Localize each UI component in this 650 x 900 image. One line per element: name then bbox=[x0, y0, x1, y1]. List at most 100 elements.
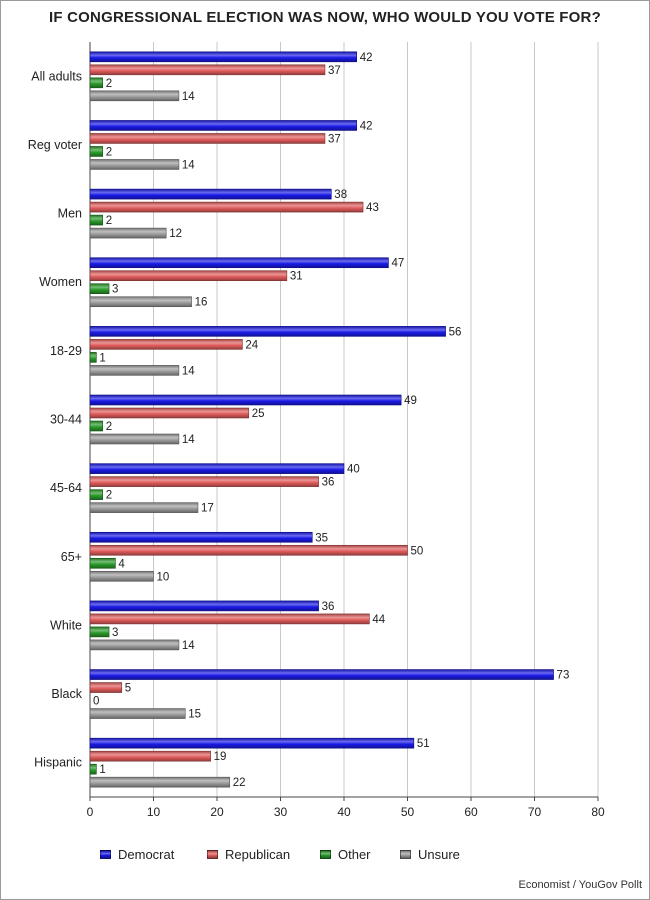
data-label: 43 bbox=[366, 202, 379, 214]
x-tick-label: 30 bbox=[274, 805, 288, 819]
category-label: Women bbox=[39, 275, 82, 289]
data-label: 22 bbox=[233, 777, 246, 789]
bar-republican bbox=[89, 270, 288, 282]
bar-republican bbox=[89, 544, 408, 556]
data-label: 35 bbox=[315, 532, 328, 544]
data-label: 36 bbox=[322, 601, 335, 613]
data-label: 49 bbox=[404, 395, 417, 407]
bar-democrat bbox=[89, 51, 358, 63]
legend-swatch bbox=[207, 850, 218, 859]
data-label: 19 bbox=[214, 751, 227, 763]
bar-democrat bbox=[89, 463, 345, 474]
data-label: 3 bbox=[112, 284, 118, 296]
bar-republican bbox=[89, 613, 370, 625]
x-tick-label: 70 bbox=[528, 805, 542, 819]
data-label: 10 bbox=[157, 571, 170, 583]
bar-democrat bbox=[89, 394, 402, 406]
bar-republican bbox=[89, 339, 243, 350]
legend-swatch bbox=[400, 850, 411, 859]
x-tick-label: 80 bbox=[591, 805, 605, 819]
x-tick-label: 40 bbox=[337, 805, 351, 819]
bar-republican bbox=[89, 407, 250, 419]
bar-other bbox=[89, 214, 103, 226]
bar-democrat bbox=[89, 188, 332, 200]
data-label: 12 bbox=[169, 228, 182, 240]
bar-other bbox=[89, 489, 103, 500]
legend-swatch bbox=[320, 850, 331, 859]
legend-label: Democrat bbox=[118, 847, 175, 862]
bar-democrat bbox=[89, 120, 358, 131]
data-label: 1 bbox=[99, 764, 105, 776]
bar-democrat bbox=[89, 257, 389, 269]
bar-unsure bbox=[89, 639, 180, 651]
legend-swatch bbox=[100, 850, 111, 859]
data-label: 50 bbox=[411, 545, 424, 557]
data-label: 42 bbox=[360, 120, 373, 132]
bar-other bbox=[89, 146, 103, 157]
data-label: 15 bbox=[188, 709, 201, 721]
legend-label: Republican bbox=[225, 847, 291, 862]
data-label: 40 bbox=[347, 464, 360, 476]
data-label: 2 bbox=[106, 421, 112, 433]
data-label: 4 bbox=[118, 558, 125, 570]
data-label: 3 bbox=[112, 627, 118, 639]
bar-unsure bbox=[89, 433, 180, 445]
chart-legend: Democrat Republican Other Unsure bbox=[0, 847, 650, 865]
data-label: 37 bbox=[328, 133, 341, 145]
category-label: Hispanic bbox=[34, 756, 82, 770]
data-label: 5 bbox=[125, 683, 131, 695]
bar-republican bbox=[89, 133, 326, 144]
data-label: 14 bbox=[182, 434, 195, 446]
bar-republican bbox=[89, 682, 123, 693]
bar-other bbox=[89, 763, 97, 775]
data-label: 73 bbox=[557, 670, 570, 682]
legend-item-democrat: Democrat bbox=[100, 847, 174, 862]
bar-democrat bbox=[89, 737, 415, 749]
data-label: 37 bbox=[328, 65, 341, 77]
bar-unsure bbox=[89, 502, 199, 513]
bar-other bbox=[89, 420, 103, 432]
data-label: 51 bbox=[417, 738, 430, 750]
source-credit: Economist / YouGov Pollt bbox=[518, 879, 642, 891]
bar-republican bbox=[89, 201, 364, 213]
bar-republican bbox=[89, 64, 326, 76]
bar-unsure bbox=[89, 296, 192, 308]
bar-republican bbox=[89, 750, 211, 762]
bar-other bbox=[89, 283, 110, 295]
data-label: 38 bbox=[334, 189, 347, 201]
bar-unsure bbox=[89, 227, 167, 239]
chart-title: IF CONGRESSIONAL ELECTION WAS NOW, WHO W… bbox=[49, 9, 601, 26]
category-label: 18-29 bbox=[50, 344, 82, 358]
data-label: 14 bbox=[182, 640, 195, 652]
data-label: 14 bbox=[182, 91, 195, 103]
category-label: Men bbox=[58, 207, 82, 221]
data-label: 56 bbox=[449, 326, 462, 338]
legend-item-other: Other bbox=[320, 847, 371, 862]
data-label: 44 bbox=[372, 614, 385, 626]
legend-item-unsure: Unsure bbox=[400, 847, 460, 862]
data-label: 2 bbox=[106, 490, 112, 502]
bar-democrat bbox=[89, 669, 554, 680]
bar-other bbox=[89, 352, 97, 363]
bar-other bbox=[89, 77, 103, 89]
bar-other bbox=[89, 626, 110, 638]
data-label: 2 bbox=[106, 215, 112, 227]
data-label: 14 bbox=[182, 159, 195, 171]
data-label: 0 bbox=[93, 696, 99, 708]
data-label: 47 bbox=[391, 258, 404, 270]
category-label: 30-44 bbox=[50, 413, 82, 427]
data-label: 31 bbox=[290, 271, 303, 283]
bar-democrat bbox=[89, 326, 446, 337]
bar-unsure bbox=[89, 365, 180, 376]
data-label: 14 bbox=[182, 365, 195, 377]
category-label: White bbox=[50, 618, 82, 632]
data-label: 17 bbox=[201, 503, 214, 515]
bar-unsure bbox=[89, 776, 230, 788]
bar-unsure bbox=[89, 570, 154, 582]
x-tick-label: 60 bbox=[464, 805, 478, 819]
bar-democrat bbox=[89, 531, 313, 543]
x-tick-label: 50 bbox=[401, 805, 415, 819]
data-label: 16 bbox=[195, 297, 208, 309]
data-label: 42 bbox=[360, 52, 373, 64]
